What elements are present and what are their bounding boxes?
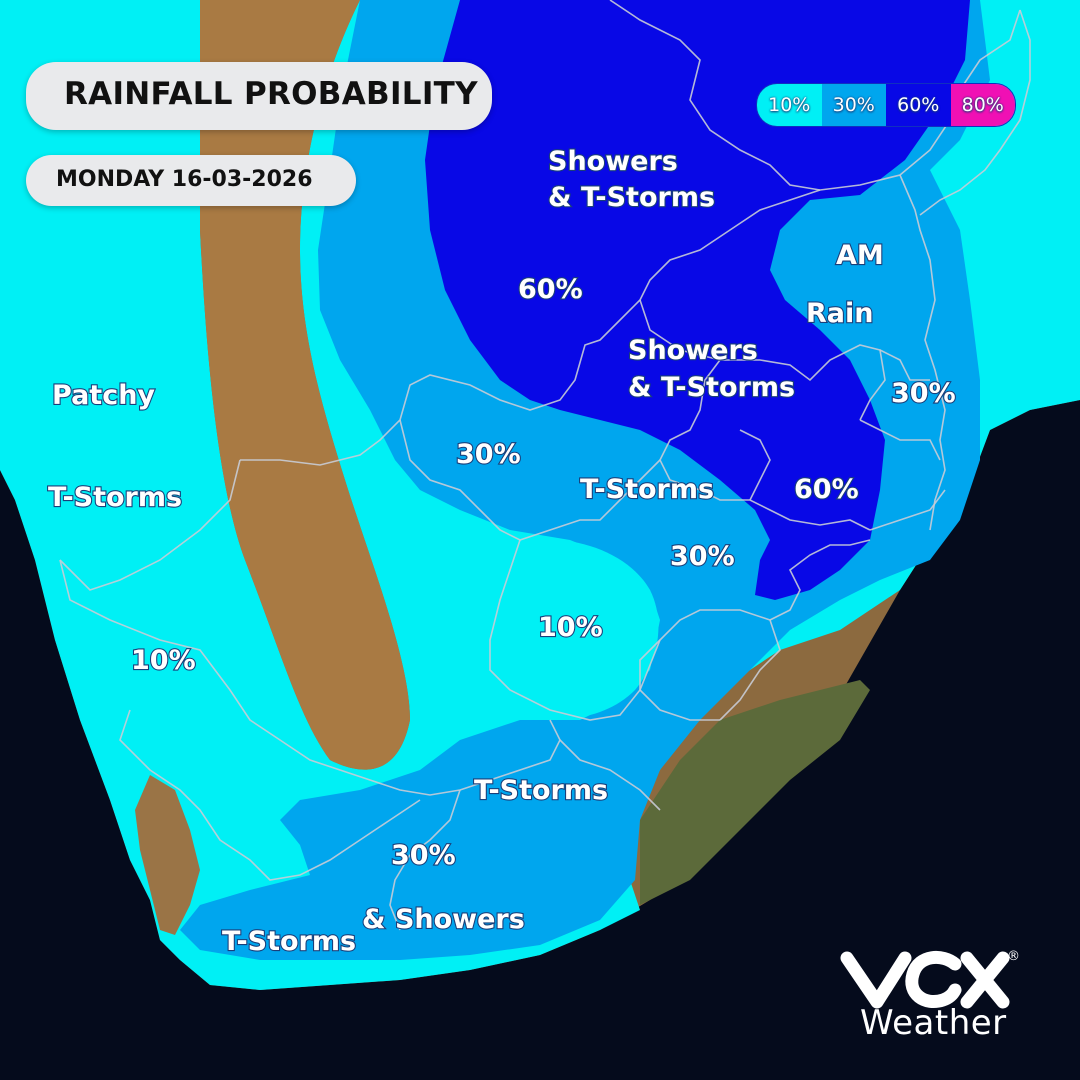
label-tstorms-central: T-Storms [580, 474, 714, 505]
label-30-central: 30% [456, 439, 521, 470]
province-borders [59, 0, 1031, 931]
date-pill: MONDAY 16-03-2026 [26, 155, 356, 206]
east-coast-land [640, 680, 870, 905]
sw-cape-land [135, 775, 200, 935]
label-tstorms-west: T-Storms [48, 482, 182, 513]
label-rain: Rain [806, 298, 874, 329]
label-showers-north-2: & T-Storms [548, 182, 715, 213]
legend-item-30: 30% [821, 84, 886, 126]
forecast-date: MONDAY 16-03-2026 [56, 167, 313, 192]
logo-wordmark: Weather [860, 1003, 1007, 1043]
label-10-central: 10% [538, 612, 603, 643]
legend-item-80: 80% [950, 84, 1015, 126]
probability-legend: 10% 30% 60% 80% [756, 83, 1016, 127]
label-and-showers: & Showers [362, 904, 525, 935]
label-30-south: 30% [391, 840, 456, 871]
title-pill: RAINFALL PROBABILITY [26, 62, 492, 130]
label-30-south-central: 30% [670, 541, 735, 572]
label-showers-central-2: & T-Storms [628, 372, 795, 403]
zone-60-percent [425, 0, 970, 600]
page-title: RAINFALL PROBABILITY [64, 76, 478, 112]
label-60-east: 60% [794, 474, 859, 505]
registered-mark: ® [1007, 949, 1020, 964]
map-labels: Showers & T-Storms 60% AM Rain Showers &… [47, 145, 957, 958]
label-30-east: 30% [891, 378, 956, 409]
label-60-north: 60% [518, 274, 583, 305]
zone-10-central [498, 539, 659, 718]
label-showers-north-1: Showers [548, 146, 678, 177]
legend-item-60: 60% [886, 84, 951, 126]
label-tstorms-south: T-Storms [474, 775, 608, 806]
legend-item-10: 10% [757, 84, 822, 126]
label-tstorms-coast: T-Storms [222, 926, 356, 957]
label-am: AM [836, 240, 884, 271]
label-showers-central-1: Showers [628, 335, 758, 366]
vox-logo-icon: ® [840, 949, 1020, 1009]
label-10-west: 10% [131, 645, 196, 676]
zone-30-percent [180, 0, 990, 960]
label-patchy: Patchy [52, 380, 155, 411]
